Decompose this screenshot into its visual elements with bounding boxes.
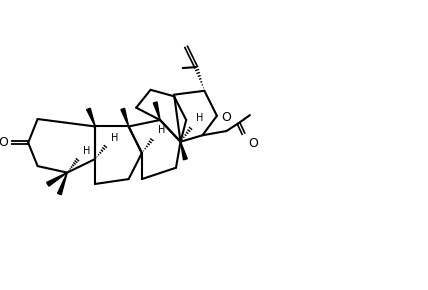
Polygon shape — [58, 173, 67, 195]
Text: H: H — [111, 133, 119, 142]
Polygon shape — [86, 108, 95, 126]
Text: O: O — [221, 111, 231, 124]
Text: O: O — [248, 137, 258, 150]
Text: H: H — [158, 125, 165, 135]
Polygon shape — [121, 108, 128, 126]
Polygon shape — [181, 142, 187, 160]
Text: H: H — [196, 113, 204, 123]
Text: O: O — [0, 136, 8, 149]
Polygon shape — [153, 102, 160, 120]
Text: H: H — [83, 146, 90, 156]
Polygon shape — [47, 173, 67, 186]
